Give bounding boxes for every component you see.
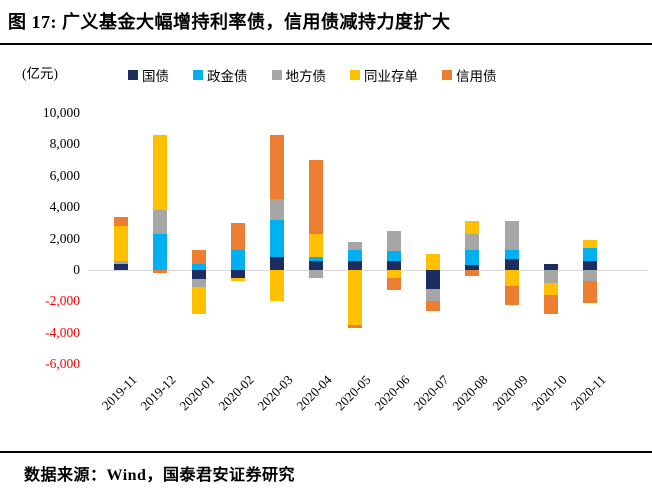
bar-segment-信用债-2019-12 <box>152 270 167 274</box>
bar-segment-政金债-2020-06 <box>387 251 402 261</box>
bar-segment-同业存单-2020-10 <box>543 282 558 296</box>
bar-segment-同业存单-2020-07 <box>426 254 441 270</box>
bar-segment-国债-2020-11 <box>582 260 597 270</box>
legend-item-4: 同业存单 <box>350 65 418 85</box>
bar-segment-国债-2020-03 <box>269 257 284 270</box>
title-divider <box>0 43 652 45</box>
y-axis-tick-label: -4,000 <box>45 324 80 340</box>
legend-item-5: 信用债 <box>442 65 497 85</box>
bar-segment-信用债-2020-03 <box>269 134 284 200</box>
legend-swatch <box>271 70 282 80</box>
legend-item-2: 政金债 <box>193 65 248 85</box>
bar-segment-地方债-2020-03 <box>269 199 284 220</box>
y-axis-tick-label: -6,000 <box>45 356 80 372</box>
bar-segment-政金债-2020-05 <box>348 249 363 261</box>
bar-segment-国债-2020-05 <box>348 260 363 270</box>
bar-segment-信用债-2020-05 <box>348 324 363 329</box>
bar-segment-信用债-2020-08 <box>465 270 480 277</box>
bar-segment-政金债-2020-09 <box>504 249 519 259</box>
bar-segment-同业存单-2020-11 <box>582 240 597 248</box>
bar-segment-信用债-2020-06 <box>387 277 402 291</box>
bar-segment-地方债-2020-08 <box>465 233 480 250</box>
legend-swatch <box>193 70 203 80</box>
bar-segment-地方债-2020-01 <box>191 279 206 288</box>
bar-segment-同业存单-2020-08 <box>465 221 480 234</box>
legend-swatch <box>442 70 452 80</box>
bar-segment-政金债-2020-11 <box>582 248 597 261</box>
legend-swatch <box>350 70 360 80</box>
y-axis-tick-label: 2,000 <box>49 230 80 246</box>
bar-segment-信用债-2020-11 <box>582 280 597 303</box>
bar-segment-国债-2020-07 <box>426 270 441 289</box>
bar-segment-地方债-2020-05 <box>348 241 363 250</box>
bar-segment-同业存单-2019-11 <box>113 226 128 261</box>
bar-segment-地方债-2019-11 <box>113 260 128 264</box>
legend-item-1: 国债 <box>128 65 169 85</box>
bar-segment-国债-2019-11 <box>113 263 128 270</box>
y-axis-tick-label: 4,000 <box>49 199 80 215</box>
figure-title: 图 17: 广义基金大幅增持利率债，信用债减持力度扩大 <box>8 12 451 32</box>
bar-segment-同业存单-2020-04 <box>309 233 323 258</box>
bar-segment-政金债-2019-12 <box>152 233 167 270</box>
bar-segment-地方债-2020-06 <box>387 230 402 252</box>
bar-segment-政金债-2020-03 <box>269 219 284 258</box>
bar-segment-信用债-2020-09 <box>504 285 519 305</box>
bar-segment-国债-2020-02 <box>230 270 245 278</box>
bar-segment-信用债-2020-04 <box>309 160 323 234</box>
bar-segment-信用债-2020-10 <box>543 295 558 314</box>
legend-swatch <box>128 70 138 80</box>
bar-segment-同业存单-2020-06 <box>387 270 402 278</box>
bar-segment-信用债-2020-07 <box>426 301 441 311</box>
footer-divider <box>0 451 652 453</box>
bar-segment-国债-2020-06 <box>387 260 402 270</box>
legend-label: 地方债 <box>285 69 327 84</box>
bar-segment-地方债-2020-04 <box>309 270 323 278</box>
bar-segment-地方债-2020-09 <box>504 221 519 250</box>
bar-segment-同业存单-2020-09 <box>504 270 519 286</box>
y-axis-unit-label: (亿元) <box>22 66 58 81</box>
bar-segment-政金债-2020-04 <box>309 257 323 261</box>
bar-segment-同业存单-2020-03 <box>269 270 284 302</box>
bar-segment-国债-2020-01 <box>191 270 206 280</box>
legend-item-3: 地方债 <box>271 65 327 85</box>
bar-segment-地方债-2020-11 <box>582 270 597 281</box>
bar-segment-同业存单-2020-05 <box>348 270 363 325</box>
y-axis-tick-label: 10,000 <box>42 105 80 120</box>
bar-segment-信用债-2019-11 <box>113 216 128 227</box>
bar-segment-国债-2020-09 <box>504 259 519 270</box>
legend-label: 信用债 <box>456 69 497 84</box>
bar-segment-国债-2020-08 <box>465 265 480 270</box>
bar-segment-同业存单-2019-12 <box>152 134 167 211</box>
bar-segment-信用债-2020-02 <box>230 222 245 250</box>
y-axis-tick-label: -2,000 <box>45 293 80 309</box>
bar-segment-国债-2020-10 <box>543 263 558 270</box>
bar-segment-政金债-2020-08 <box>465 249 480 266</box>
legend-label: 国债 <box>142 69 169 84</box>
bar-segment-国债-2020-04 <box>309 260 323 270</box>
bar-segment-地方债-2020-07 <box>426 288 441 302</box>
legend-label: 同业存单 <box>364 69 418 84</box>
bar-segment-地方债-2020-10 <box>543 270 558 283</box>
legend-label: 政金债 <box>207 69 248 84</box>
bar-segment-政金债-2020-02 <box>230 249 245 270</box>
y-axis-tick-label: 0 <box>73 262 80 277</box>
data-source-note: 数据来源：Wind，国泰君安证券研究 <box>24 467 295 484</box>
bar-segment-同业存单-2020-01 <box>191 287 206 314</box>
y-axis-tick-label: 8,000 <box>49 136 80 152</box>
bar-segment-地方债-2019-12 <box>152 210 167 234</box>
bar-segment-信用债-2020-01 <box>191 249 206 264</box>
chart-legend: 国债 政金债 地方债 同业存单 信用债 <box>128 65 497 85</box>
y-axis-tick-label: 6,000 <box>49 167 80 183</box>
zero-baseline <box>88 270 648 271</box>
bar-segment-同业存单-2020-02 <box>230 277 245 281</box>
bar-segment-政金债-2020-01 <box>191 263 206 270</box>
